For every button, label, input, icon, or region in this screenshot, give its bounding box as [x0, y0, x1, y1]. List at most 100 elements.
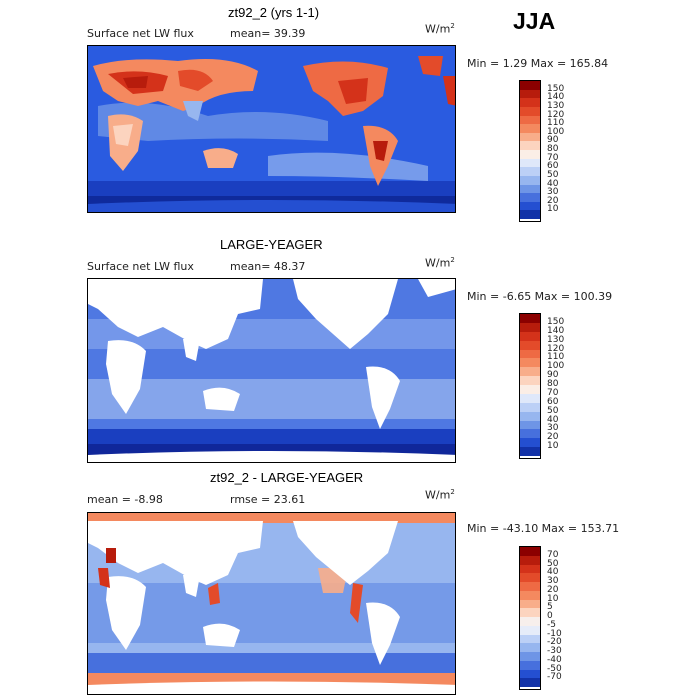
panel3-mean: mean = -8.98: [87, 493, 163, 506]
panel3-title: zt92_2 - LARGE-YEAGER: [210, 470, 364, 485]
colorbar-swatch: [520, 314, 540, 323]
colorbar-swatch: [520, 193, 540, 202]
colorbar-tick-label: 10: [547, 593, 559, 604]
colorbar-swatch: [520, 678, 540, 687]
colorbar-tick-label: 90: [547, 135, 559, 146]
colorbar-swatch: [520, 402, 540, 412]
panel1-units: W/m2: [425, 22, 455, 36]
colorbar-tick-label: 70: [547, 387, 559, 398]
colorbar-swatch: [520, 89, 540, 99]
colorbar-tick-label: 70: [547, 549, 559, 560]
colorbar-swatch: [520, 447, 540, 456]
colorbar-swatch: [520, 652, 540, 661]
colorbar-tick-label: 5: [547, 602, 553, 613]
panel2-units: W/m2: [425, 256, 455, 270]
colorbar-tick-label: 40: [547, 567, 559, 578]
panel1-map-svg: [88, 46, 455, 212]
panel3-minmax: Min = -43.10 Max = 153.71: [467, 522, 620, 535]
panel1-colorbar: [519, 80, 541, 222]
colorbar-swatch: [520, 411, 540, 421]
colorbar-tick-label: 120: [547, 343, 565, 354]
colorbar-swatch: [520, 429, 540, 439]
panel2-title: LARGE-YEAGER: [220, 237, 323, 252]
colorbar-swatch: [520, 634, 540, 644]
colorbar-tick-label: 130: [547, 100, 565, 111]
panel2-map-svg: [88, 279, 455, 462]
colorbar-tick-label: 20: [547, 584, 559, 595]
panel3-map: [87, 512, 456, 695]
colorbar-swatch: [520, 132, 540, 142]
colorbar-swatch: [520, 438, 540, 448]
colorbar-swatch: [520, 385, 540, 394]
colorbar-tick-label: 130: [547, 334, 565, 345]
colorbar-tick-label: 100: [547, 361, 565, 372]
panel2-mean: mean= 48.37: [230, 260, 306, 273]
colorbar-swatch: [520, 331, 540, 341]
panel3-units: W/m2: [425, 488, 455, 502]
colorbar-tick-label: 140: [547, 92, 565, 103]
colorbar-tick-label: 40: [547, 414, 559, 425]
colorbar-swatch: [520, 669, 540, 679]
panel3-rmse: rmse = 23.61: [230, 493, 306, 506]
colorbar-swatch: [520, 322, 540, 332]
colorbar-swatch: [520, 599, 540, 609]
colorbar-tick-label: 10: [547, 204, 559, 215]
season-label: JJA: [513, 8, 556, 34]
colorbar-swatch: [520, 608, 540, 617]
panel2-colorbar: [519, 313, 541, 459]
panel2-field-label: Surface net LW flux: [87, 260, 194, 273]
panel2-minmax: Min = -6.65 Max = 100.39: [467, 290, 613, 303]
colorbar-swatch: [520, 349, 540, 359]
colorbar-swatch: [520, 367, 540, 377]
colorbar-swatch: [520, 660, 540, 670]
colorbar-swatch: [520, 184, 540, 194]
colorbar-tick-label: -20: [547, 637, 562, 648]
panel1-mean: mean= 39.39: [230, 27, 306, 40]
colorbar-tick-label: 0: [547, 611, 553, 621]
colorbar-tick-label: -10: [547, 628, 562, 639]
colorbar-swatch: [520, 643, 540, 652]
colorbar-swatch: [520, 625, 540, 635]
colorbar-tick-label: 10: [547, 441, 559, 452]
colorbar-swatch: [520, 98, 540, 107]
colorbar-tick-label: 140: [547, 325, 565, 336]
colorbar-swatch: [520, 555, 540, 565]
colorbar-tick-label: 80: [547, 144, 559, 154]
colorbar-tick-label: 70: [547, 152, 559, 163]
colorbar-tick-label: 120: [547, 109, 565, 120]
colorbar-swatch: [520, 175, 540, 185]
colorbar-tick-label: -70: [547, 672, 562, 683]
colorbar-swatch: [520, 158, 540, 168]
panel3-colorbar: [519, 546, 541, 690]
colorbar-tick-label: 50: [547, 169, 559, 180]
colorbar-swatch: [520, 573, 540, 582]
colorbar-swatch: [520, 564, 540, 574]
colorbar-swatch: [520, 124, 540, 133]
colorbar-swatch: [520, 150, 540, 159]
colorbar-tick-label: 80: [547, 379, 559, 389]
colorbar-tick-label: 40: [547, 178, 559, 189]
colorbar-swatch: [520, 420, 540, 430]
colorbar-tick-label: 30: [547, 576, 559, 586]
colorbar-swatch: [520, 340, 540, 350]
colorbar-tick-label: 30: [547, 423, 559, 434]
colorbar-swatch: [520, 141, 540, 150]
colorbar-tick-label: 60: [547, 161, 559, 172]
colorbar-swatch: [520, 590, 540, 600]
colorbar-tick-label: 30: [547, 187, 559, 198]
colorbar-swatch: [520, 81, 540, 90]
colorbar-tick-label: 150: [547, 316, 565, 327]
colorbar-swatch: [520, 393, 540, 403]
colorbar-swatch: [520, 582, 540, 591]
panel1-minmax: Min = 1.29 Max = 165.84: [467, 57, 609, 70]
colorbar-swatch: [520, 210, 540, 219]
colorbar-tick-label: -5: [547, 619, 556, 630]
panel2-map: [87, 278, 456, 463]
colorbar-swatch: [520, 376, 540, 385]
colorbar-swatch: [520, 547, 540, 556]
colorbar-tick-label: 90: [547, 370, 559, 381]
colorbar-tick-label: -50: [547, 663, 562, 674]
panel3-map-svg: [88, 513, 455, 694]
colorbar-tick-label: 100: [547, 126, 565, 137]
colorbar-swatch: [520, 106, 540, 116]
